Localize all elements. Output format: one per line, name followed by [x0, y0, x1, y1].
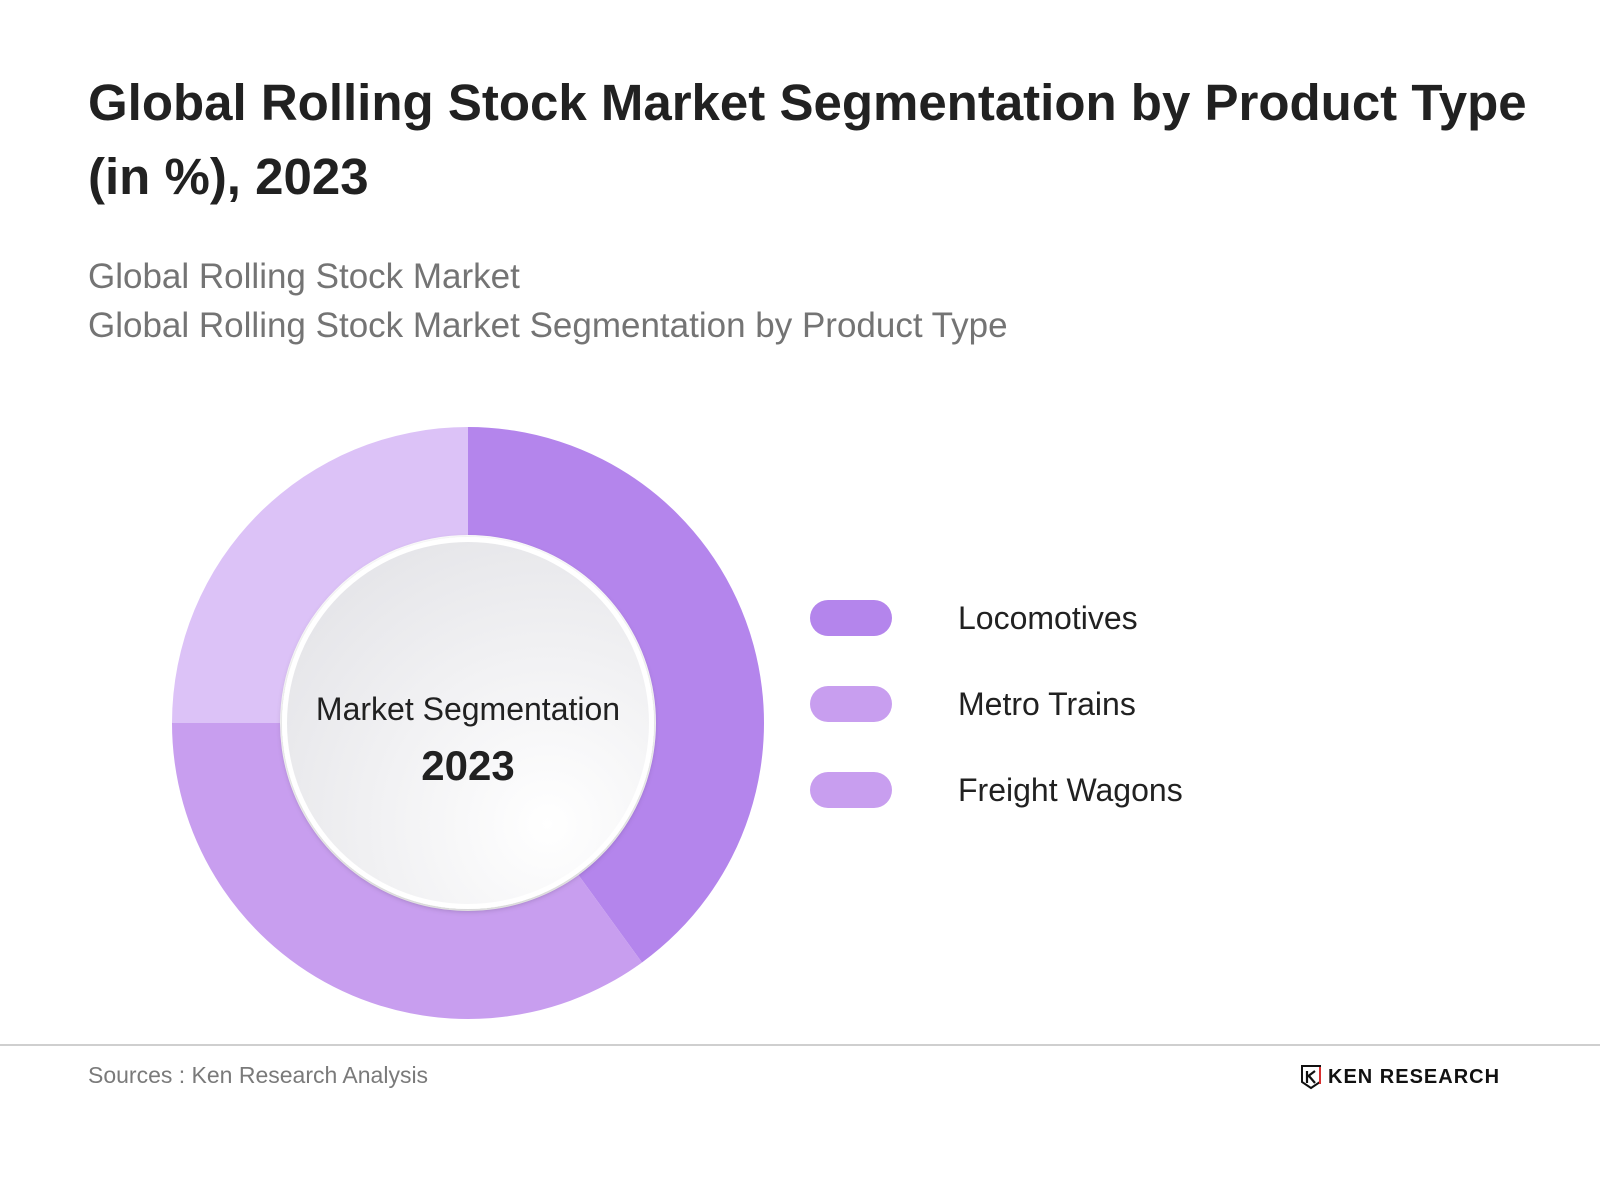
- source-note: Sources : Ken Research Analysis: [88, 1062, 429, 1088]
- slice-locomotives: [468, 427, 765, 963]
- chart-title: Global Rolling Stock Market Segmentation…: [88, 74, 1527, 205]
- subtitle-line-2: Global Rolling Stock Market Segmentation…: [88, 306, 1008, 345]
- donut-center: [287, 542, 649, 904]
- center-label: Market Segmentation: [316, 691, 620, 727]
- subtitle-line-1: Global Rolling Stock Market: [88, 257, 520, 296]
- legend: Locomotives Metro Trains Freight Wagons: [810, 600, 1183, 858]
- legend-item-freight-wagons: Freight Wagons: [810, 772, 1183, 808]
- slice-freight-wagons: [172, 427, 468, 723]
- footer-divider: [0, 1044, 1600, 1046]
- logo-icon: [1301, 1065, 1321, 1090]
- legend-label: Locomotives: [958, 599, 1138, 636]
- legend-swatch: [810, 686, 892, 722]
- legend-label: Metro Trains: [958, 685, 1136, 722]
- chart-subtitle: Global Rolling Stock Market Global Rolli…: [88, 252, 1008, 350]
- legend-swatch: [810, 772, 892, 808]
- center-year: 2023: [421, 742, 514, 789]
- legend-item-locomotives: Locomotives: [810, 600, 1183, 636]
- ken-research-logo: KEN RESEARCH: [1300, 1064, 1500, 1090]
- legend-item-metro-trains: Metro Trains: [810, 686, 1183, 722]
- legend-label: Freight Wagons: [958, 771, 1183, 808]
- slice-metro-trains: [172, 723, 642, 1020]
- logo-text: KEN RESEARCH: [1328, 1065, 1501, 1088]
- legend-swatch: [810, 600, 892, 636]
